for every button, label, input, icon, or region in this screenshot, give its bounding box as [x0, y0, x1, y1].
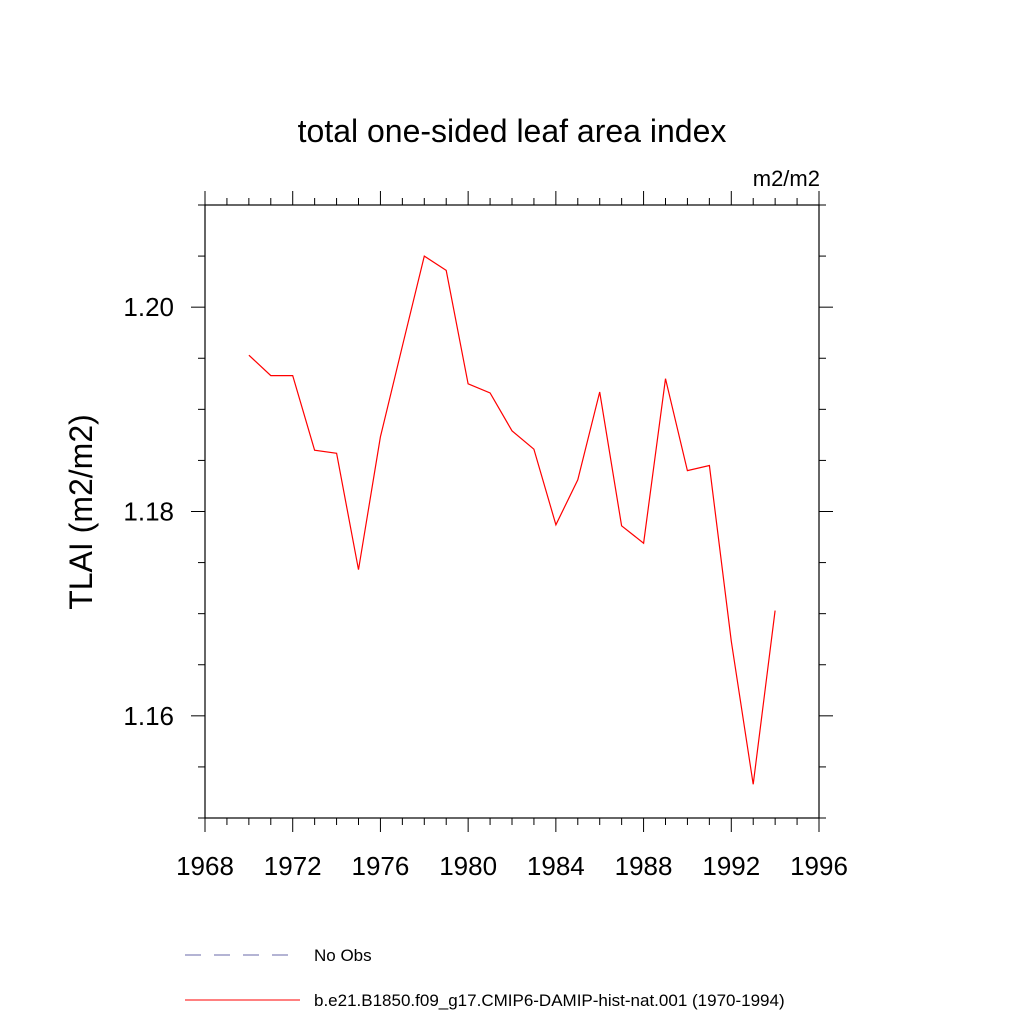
y-tick-label: 1.18 [123, 497, 174, 527]
x-tick-label: 1996 [790, 851, 848, 881]
x-axis-ticks: 1968 1972 1976 1980 1984 1988 1992 1996 [176, 191, 848, 881]
y-axis-ticks: 1.16 1.18 1.20 [123, 204, 833, 819]
legend: No Obs b.e21.B1850.f09_g17.CMIP6-DAMIP-hi… [185, 946, 785, 1010]
series-layer [248, 255, 776, 785]
legend-label: No Obs [314, 946, 372, 965]
x-tick-label: 1988 [615, 851, 673, 881]
y-tick-label: 1.16 [123, 701, 174, 731]
plot-frame [204, 204, 820, 819]
x-tick-label: 1992 [702, 851, 760, 881]
y-axis-label: TLAI (m2/m2) [63, 414, 99, 610]
y-tick-label: 1.20 [123, 292, 174, 322]
chart-title: total one-sided leaf area index [298, 113, 727, 149]
x-tick-label: 1976 [352, 851, 410, 881]
x-tick-label: 1980 [439, 851, 497, 881]
units-label: m2/m2 [753, 166, 820, 191]
series-line [248, 255, 776, 785]
x-tick-label: 1984 [527, 851, 585, 881]
x-tick-label: 1968 [176, 851, 234, 881]
x-tick-label: 1972 [264, 851, 322, 881]
legend-label: b.e21.B1850.f09_g17.CMIP6-DAMIP-hist-nat… [314, 991, 785, 1010]
